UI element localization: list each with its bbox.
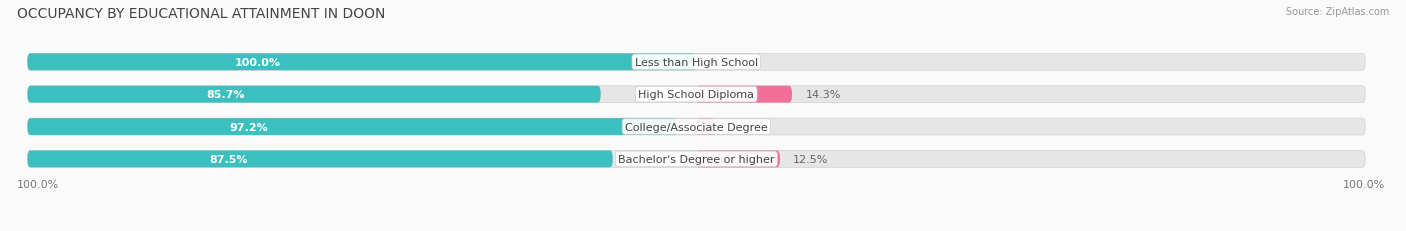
FancyBboxPatch shape xyxy=(696,86,792,103)
Text: 0.0%: 0.0% xyxy=(710,58,738,67)
Text: College/Associate Degree: College/Associate Degree xyxy=(624,122,768,132)
FancyBboxPatch shape xyxy=(28,119,1365,135)
FancyBboxPatch shape xyxy=(28,119,678,135)
FancyBboxPatch shape xyxy=(696,151,780,168)
FancyBboxPatch shape xyxy=(28,86,600,103)
Text: 87.5%: 87.5% xyxy=(209,154,249,164)
Text: OCCUPANCY BY EDUCATIONAL ATTAINMENT IN DOON: OCCUPANCY BY EDUCATIONAL ATTAINMENT IN D… xyxy=(17,7,385,21)
Text: 2.8%: 2.8% xyxy=(728,122,756,132)
Text: 85.7%: 85.7% xyxy=(207,90,245,100)
FancyBboxPatch shape xyxy=(28,54,1365,71)
Text: 100.0%: 100.0% xyxy=(235,58,281,67)
FancyBboxPatch shape xyxy=(696,119,716,135)
Text: High School Diploma: High School Diploma xyxy=(638,90,754,100)
FancyBboxPatch shape xyxy=(28,151,613,168)
Text: 97.2%: 97.2% xyxy=(229,122,269,132)
Text: Bachelor's Degree or higher: Bachelor's Degree or higher xyxy=(619,154,775,164)
Text: 12.5%: 12.5% xyxy=(793,154,828,164)
Text: 100.0%: 100.0% xyxy=(1343,179,1385,189)
Text: Source: ZipAtlas.com: Source: ZipAtlas.com xyxy=(1285,7,1389,17)
Text: 14.3%: 14.3% xyxy=(806,90,841,100)
Text: Less than High School: Less than High School xyxy=(634,58,758,67)
FancyBboxPatch shape xyxy=(28,86,1365,103)
FancyBboxPatch shape xyxy=(28,151,1365,168)
Text: 100.0%: 100.0% xyxy=(17,179,59,189)
FancyBboxPatch shape xyxy=(28,54,696,71)
